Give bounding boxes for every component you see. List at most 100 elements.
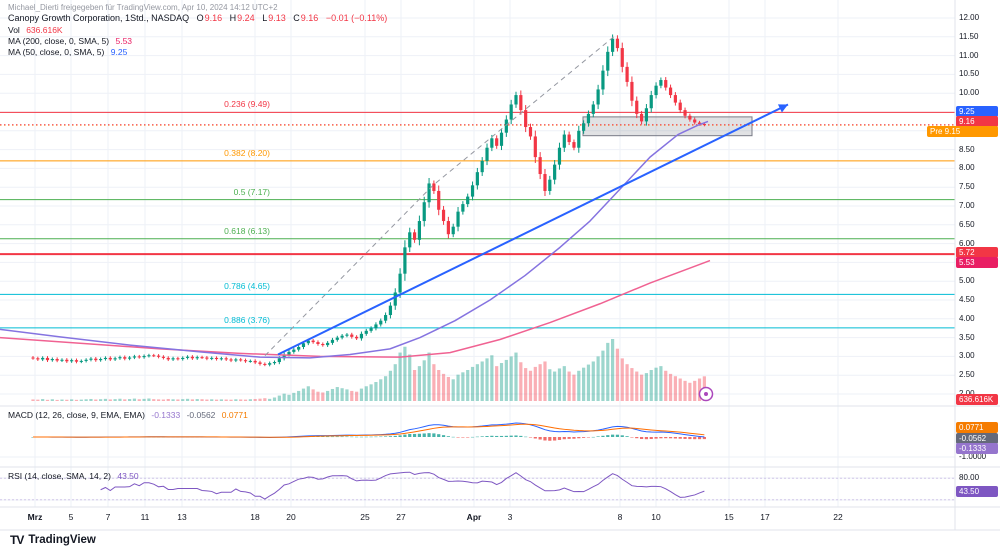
symbol-legend-row[interactable]: Canopy Growth Corporation, 1Std., NASDAQ…: [8, 13, 387, 23]
ma50-legend-row[interactable]: MA (50, close, 0, SMA, 5) 9.25: [8, 47, 127, 57]
price-tick: 2.00: [959, 389, 975, 399]
price-axis[interactable]: 12.0011.5011.0010.5010.009.508.508.007.5…: [0, 0, 1000, 530]
time-tick: 15: [724, 512, 734, 522]
price-badge: 5.72: [956, 247, 998, 258]
price-badge: 9.25: [956, 106, 998, 117]
price-tick: 4.00: [959, 314, 975, 323]
price-badge: -0.1333: [956, 443, 998, 454]
price-tick: 6.50: [959, 220, 975, 229]
ohlc-close-value: 9.16: [300, 13, 319, 23]
volume-label: Vol: [8, 25, 20, 35]
ohlc-open-value: 9.16: [204, 13, 223, 23]
price-tick: 11.50: [959, 32, 979, 41]
tradingview-mark-icon: TV: [10, 533, 24, 547]
time-tick: 7: [105, 512, 111, 522]
ohlc-close-label: C: [293, 13, 300, 23]
volume-value: 636.616K: [26, 25, 63, 35]
price-tick: 6.00: [959, 239, 975, 248]
price-badge: Pre 9.15: [927, 126, 998, 137]
rsi-pane: [0, 471, 955, 501]
rsi-legend-row[interactable]: RSI (14, close, SMA, 14, 2) 43.50: [8, 471, 139, 481]
price-tick: 4.50: [959, 295, 975, 304]
tradingview-logo[interactable]: TV TradingView: [10, 533, 96, 547]
fib-lines[interactable]: [0, 111, 955, 329]
ohlc-open-label: O: [196, 13, 204, 23]
time-tick: 11: [140, 512, 150, 522]
price-badge: 9.16: [956, 116, 998, 127]
volume-legend-row[interactable]: Vol 636.616K: [8, 25, 63, 35]
price-tick: 3.00: [959, 351, 975, 360]
price-tick: 2.50: [959, 370, 975, 379]
price-tick: 8.50: [959, 145, 975, 154]
price-badge: 0.0771: [956, 422, 998, 433]
rsi-title: RSI (14, close, SMA, 14, 2): [8, 471, 111, 481]
time-tick: 13: [177, 512, 187, 522]
macd-hist-value: -0.1333: [151, 410, 181, 420]
fib-label: 0.236 (9.49): [224, 99, 270, 110]
symbol-title: Canopy Growth Corporation, 1Std., NASDAQ: [8, 13, 190, 23]
price-badge: -0.0562: [956, 433, 998, 444]
price-tick: 11.00: [959, 51, 979, 60]
macd-line-value: -0.0562: [186, 410, 216, 420]
price-change: −0.01 (−0.11%): [325, 13, 388, 23]
ma200-line: [0, 259, 711, 358]
time-tick: 3: [507, 512, 513, 522]
price-badge: 636.616K: [956, 394, 998, 405]
share-watermark: Michael_Dierti freigegeben für TradingVi…: [8, 3, 278, 12]
ohlc-low-value: 9.13: [268, 13, 286, 23]
pane-separators[interactable]: [0, 0, 1000, 531]
tradingview-wordmark: TradingView: [28, 534, 96, 546]
time-tick: 17: [760, 512, 770, 522]
rsi-value: 43.50: [117, 471, 139, 481]
time-tick: 10: [651, 512, 661, 522]
time-tick: Apr: [466, 512, 482, 522]
dashed-trendline[interactable]: [264, 34, 617, 356]
price-tick: 5.00: [959, 276, 975, 285]
time-tick: 22: [833, 512, 843, 522]
ma200-legend-row[interactable]: MA (200, close, 0, SMA, 5) 5.53: [8, 36, 132, 46]
macd-pane: [31, 422, 706, 441]
ohlc-high-value: 9.24: [237, 13, 255, 23]
price-tick: 8.00: [959, 163, 975, 172]
time-axis[interactable]: Mrz 5 7 11 13 18 20 25 27 Apr 3 8 10 15 17 22: [0, 512, 955, 528]
ma50-label: MA (50, close, 0, SMA, 5): [8, 47, 105, 57]
price-tick: 3.50: [959, 333, 975, 342]
time-tick: 27: [396, 512, 406, 522]
time-tick: 8: [617, 512, 623, 522]
time-tick: 25: [360, 512, 370, 522]
candles: [31, 34, 706, 367]
time-tick: 20: [286, 512, 296, 522]
price-tick: 10.00: [959, 88, 980, 97]
ma200-value: 5.53: [115, 36, 133, 46]
ma50-value: 9.25: [110, 47, 128, 57]
ohlc-high-label: H: [229, 13, 237, 23]
price-tick: -1.0000: [959, 452, 987, 461]
fib-label: 0.786 (4.65): [224, 281, 270, 292]
macd-title: MACD (12, 26, close, 9, EMA, EMA): [8, 410, 145, 420]
macd-signal-value: 0.0771: [221, 410, 248, 420]
fib-label: 0.618 (6.13): [224, 225, 270, 236]
macd-legend-row[interactable]: MACD (12, 26, close, 9, EMA, EMA) -0.133…: [8, 410, 248, 420]
price-tick: 7.50: [959, 182, 975, 191]
price-tick: 12.00: [959, 13, 980, 22]
fib-label: 0.382 (8.20): [224, 147, 270, 158]
horizontal-lines[interactable]: [0, 124, 955, 256]
ma200-label: MA (200, close, 0, SMA, 5): [8, 36, 110, 46]
time-tick: 18: [250, 512, 260, 522]
emoji-marker-icon[interactable]: [698, 386, 714, 402]
price-tick: 80.00: [959, 473, 980, 482]
price-badge: 43.50: [956, 486, 998, 497]
time-tick: 5: [68, 512, 74, 522]
time-tick: Mrz: [27, 512, 43, 522]
price-tick: 7.00: [959, 201, 975, 210]
trendline[interactable]: [277, 103, 789, 356]
ohlc-low-label: L: [262, 13, 268, 23]
fib-label: 0.886 (3.76): [224, 314, 270, 325]
price-badge: 5.53: [956, 257, 998, 268]
volume-bars: [31, 339, 706, 401]
fib-label: 0.5 (7.17): [233, 186, 270, 197]
ma50-line: [0, 120, 709, 359]
price-tick: 10.50: [959, 69, 980, 78]
